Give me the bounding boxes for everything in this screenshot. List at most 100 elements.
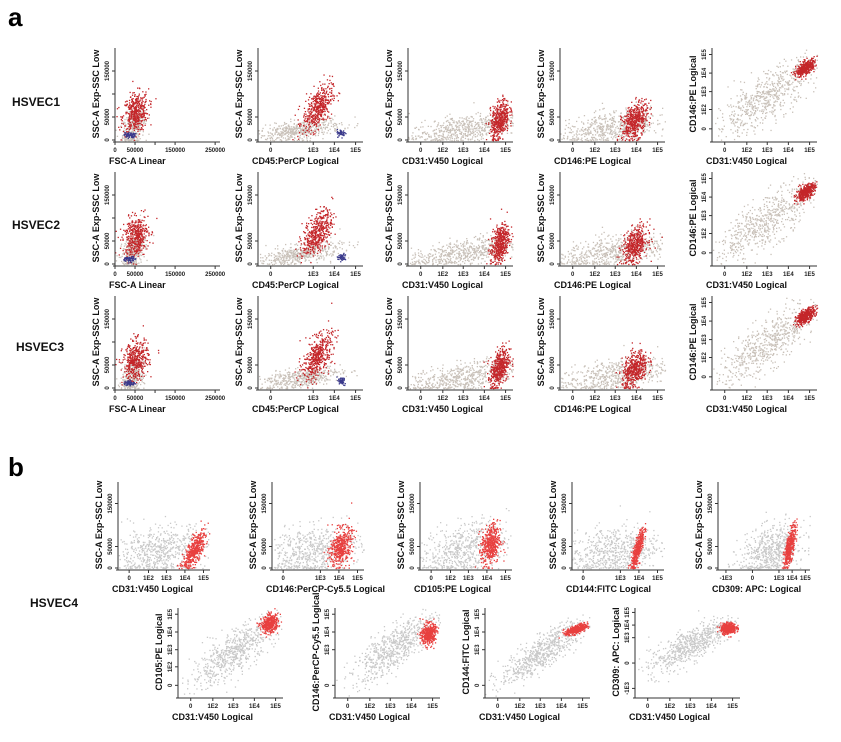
data-point	[145, 91, 147, 93]
data-point	[322, 123, 324, 126]
data-point	[784, 70, 786, 72]
data-point	[293, 119, 296, 121]
data-point	[755, 85, 757, 87]
data-point	[626, 126, 628, 128]
data-point	[622, 125, 625, 127]
data-point	[128, 245, 130, 248]
data-point	[641, 121, 643, 123]
data-point	[438, 130, 441, 132]
data-point	[722, 128, 724, 131]
data-point	[573, 139, 575, 141]
data-point	[752, 98, 755, 100]
data-point	[595, 138, 597, 140]
data-point	[493, 124, 495, 126]
data-point	[630, 138, 632, 140]
data-point	[637, 137, 639, 140]
data-point	[488, 122, 490, 124]
data-point	[773, 85, 775, 87]
data-point	[324, 114, 326, 116]
data-point	[600, 131, 602, 133]
data-point	[320, 115, 323, 118]
data-point	[781, 85, 783, 87]
data-point	[321, 100, 323, 102]
data-point	[322, 126, 325, 129]
data-point	[765, 103, 768, 105]
data-point	[596, 128, 598, 130]
data-point	[497, 114, 500, 116]
data-point	[343, 130, 345, 132]
data-point	[732, 120, 734, 123]
data-point	[305, 134, 307, 136]
data-point	[765, 91, 767, 93]
data-point	[627, 127, 630, 129]
data-point	[746, 113, 748, 115]
data-point	[635, 118, 637, 120]
data-point	[497, 106, 499, 108]
data-point	[778, 77, 780, 80]
data-point	[638, 123, 640, 125]
data-point	[750, 98, 752, 100]
data-point	[742, 106, 745, 109]
data-point	[341, 131, 343, 133]
data-point	[493, 127, 495, 129]
data-point	[277, 133, 279, 135]
data-point	[638, 114, 641, 117]
row-label-hsvec3: HSVEC3	[16, 340, 64, 354]
data-point	[775, 72, 777, 74]
data-point	[733, 114, 735, 116]
data-point	[768, 77, 771, 80]
data-point	[469, 134, 472, 136]
data-point	[583, 123, 585, 125]
data-point	[137, 137, 139, 139]
data-point	[759, 97, 761, 99]
data-point	[626, 112, 628, 114]
data-point	[296, 133, 298, 135]
data-point	[611, 116, 613, 119]
data-point	[320, 119, 322, 121]
data-point	[309, 103, 311, 106]
data-point	[627, 119, 629, 122]
data-point	[130, 122, 132, 124]
data-point	[303, 136, 305, 138]
data-point	[499, 124, 502, 126]
data-point	[466, 119, 468, 121]
data-point	[258, 133, 261, 135]
data-point	[635, 117, 638, 120]
data-point	[144, 122, 147, 125]
data-point	[305, 127, 307, 129]
data-point	[438, 139, 441, 141]
data-point	[340, 133, 342, 135]
data-point	[494, 106, 496, 108]
data-point	[272, 135, 274, 137]
data-point	[635, 128, 637, 130]
data-point	[770, 129, 772, 132]
data-point	[132, 128, 134, 130]
data-point	[744, 123, 746, 126]
data-point	[646, 109, 648, 112]
data-point	[747, 101, 750, 103]
data-point	[808, 64, 810, 66]
y-tick-label: 0	[105, 138, 111, 142]
data-point	[739, 95, 742, 97]
data-point	[626, 138, 629, 141]
data-point	[761, 81, 763, 84]
data-point	[652, 115, 654, 117]
data-point	[741, 122, 743, 124]
x-axis-label: CD45:PerCP Logical	[252, 156, 339, 166]
x-tick-label: 1E2	[437, 148, 448, 154]
data-point	[411, 135, 413, 137]
data-point	[450, 137, 452, 139]
data-point	[774, 93, 776, 96]
data-point	[496, 126, 498, 128]
data-point	[307, 132, 309, 134]
data-point	[138, 118, 140, 120]
data-point	[292, 131, 294, 133]
data-point	[756, 90, 758, 93]
data-point	[133, 136, 135, 138]
data-point	[135, 100, 138, 102]
data-point	[314, 104, 316, 106]
data-point	[319, 103, 322, 105]
data-point	[610, 129, 612, 131]
x-tick-label: 0	[723, 148, 727, 154]
data-point	[506, 109, 508, 111]
